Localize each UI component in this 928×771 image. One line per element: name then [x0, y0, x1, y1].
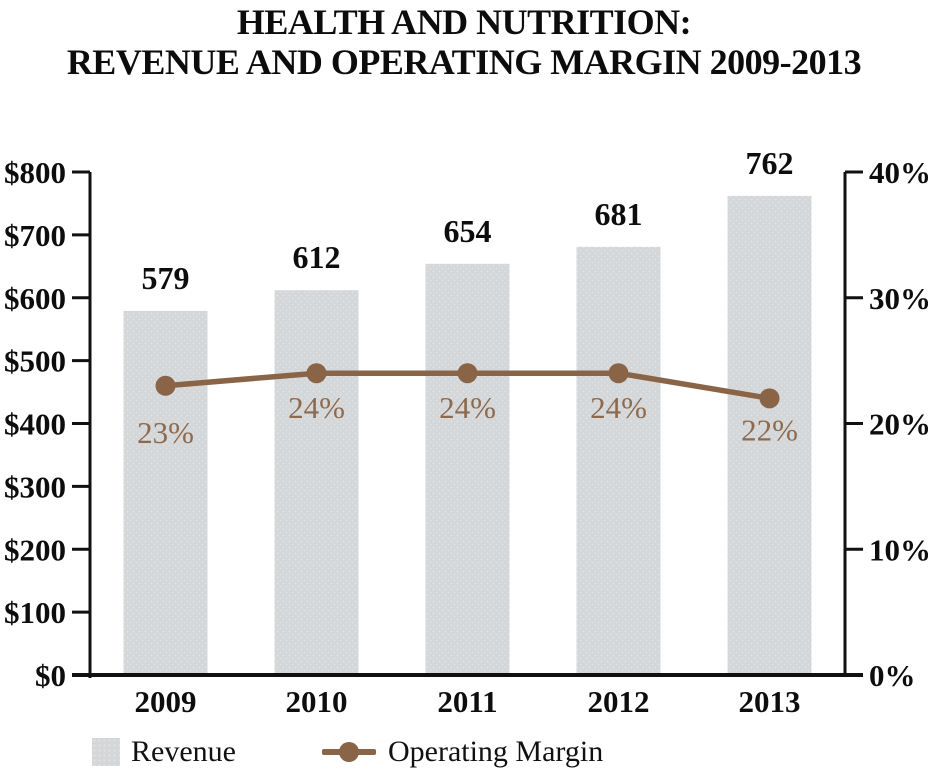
chart-title-line2: REVENUE AND OPERATING MARGIN 2009-2013	[66, 42, 862, 83]
revenue-bar-2013	[727, 195, 812, 675]
chart-title: HEALTH AND NUTRITION: REVENUE AND OPERAT…	[0, 2, 928, 83]
left-axis-tick-label: $800	[4, 155, 66, 190]
x-axis-label-2013: 2013	[739, 684, 801, 719]
revenue-value-label-2012: 681	[595, 196, 643, 232]
margin-point-2012	[608, 363, 629, 384]
left-axis-tick-label: $500	[4, 344, 66, 379]
revenue-bar-2009	[123, 310, 208, 675]
operating-margin-line	[155, 363, 780, 409]
x-axis-label-2011: 2011	[437, 684, 497, 719]
revenue-bar-2012	[576, 246, 661, 676]
right-axis-tick-label: 20%	[869, 407, 928, 442]
left-axis-tick-label: $100	[4, 595, 66, 630]
margin-point-2009	[155, 375, 176, 396]
left-axis-tick-label: $200	[4, 532, 66, 567]
revenue-bar-2011	[425, 263, 510, 675]
revenue-value-label-2010: 612	[293, 239, 341, 275]
axes: $0 $100 $200 $300 $400 $500 $600 $700 $800 0% 10% 2…	[4, 155, 928, 719]
margin-pct-label-2013: 22%	[741, 412, 798, 447]
revenue-swatch-icon	[92, 738, 120, 766]
left-axis-tick-label: $300	[4, 469, 66, 504]
x-axis-label-2012: 2012	[588, 684, 650, 719]
margin-pct-label-2010: 24%	[288, 390, 345, 425]
chart-title-line1: HEALTH AND NUTRITION:	[236, 2, 692, 42]
margin-point-2010	[306, 363, 327, 384]
margin-pct-label-2011: 24%	[439, 390, 496, 425]
x-axis-label-2009: 2009	[135, 684, 197, 719]
revenue-bars	[123, 195, 812, 676]
revenue-value-label-2013: 762	[746, 145, 794, 181]
right-axis-tick-label: 0%	[869, 658, 916, 693]
margin-pct-label-2012: 24%	[590, 390, 647, 425]
legend-label-operating-margin: Operating Margin	[387, 735, 604, 768]
x-axis-label-2010: 2010	[286, 684, 348, 719]
margin-point-2013	[759, 388, 780, 409]
margin-point-2011	[457, 363, 478, 384]
revenue-value-label-2011: 654	[444, 213, 492, 249]
data-labels: 579 612 654 681 762 23% 24% 24% 24% 22%	[137, 145, 798, 450]
left-axis-tick-label: $0	[35, 658, 66, 693]
operating-margin-swatch-icon	[321, 738, 376, 766]
left-axis-tick-label: $400	[4, 407, 66, 442]
left-axis-tick-label: $600	[4, 281, 66, 316]
revenue-bar-2010	[274, 290, 359, 675]
revenue-value-label-2009: 579	[142, 260, 190, 296]
legend-item-revenue: Revenue	[92, 735, 236, 769]
legend: Revenue Operating Margin	[92, 735, 603, 769]
right-axis-tick-label: 40%	[869, 155, 928, 190]
right-axis-tick-label: 10%	[869, 532, 928, 567]
legend-item-operating-margin: Operating Margin	[321, 735, 604, 769]
margin-pct-label-2009: 23%	[137, 415, 194, 450]
right-axis-tick-label: 30%	[869, 281, 928, 316]
left-axis-tick-label: $700	[4, 218, 66, 253]
legend-label-revenue: Revenue	[131, 735, 236, 768]
